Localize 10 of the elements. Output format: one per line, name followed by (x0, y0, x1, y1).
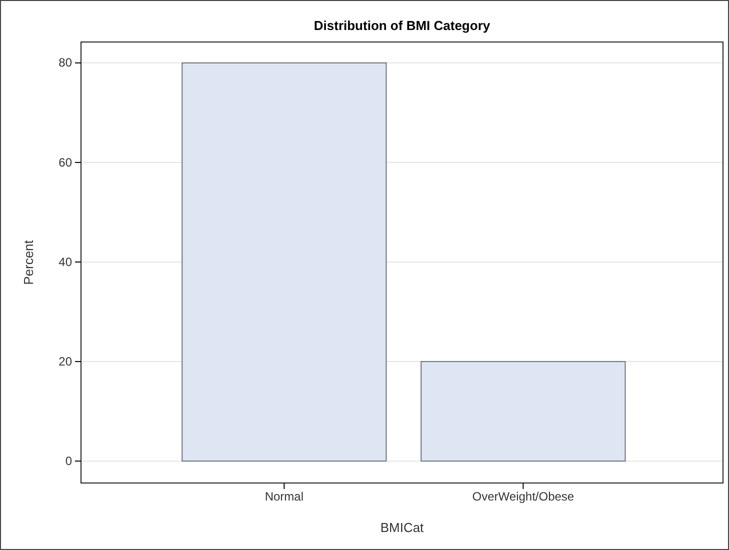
chart-title: Distribution of BMI Category (314, 18, 491, 33)
y-tick-label: 0 (65, 454, 72, 468)
x-tick-label: Normal (264, 490, 304, 504)
y-tick-label: 80 (58, 56, 72, 70)
y-tick-label: 20 (58, 354, 72, 368)
y-tick-label: 40 (58, 254, 72, 269)
y-axis-title: Percent (21, 240, 36, 285)
y-tick-label: 60 (58, 155, 72, 170)
x-axis-title: BMICat (380, 520, 424, 535)
x-tick-label: OverWeight/Obese (472, 490, 574, 504)
